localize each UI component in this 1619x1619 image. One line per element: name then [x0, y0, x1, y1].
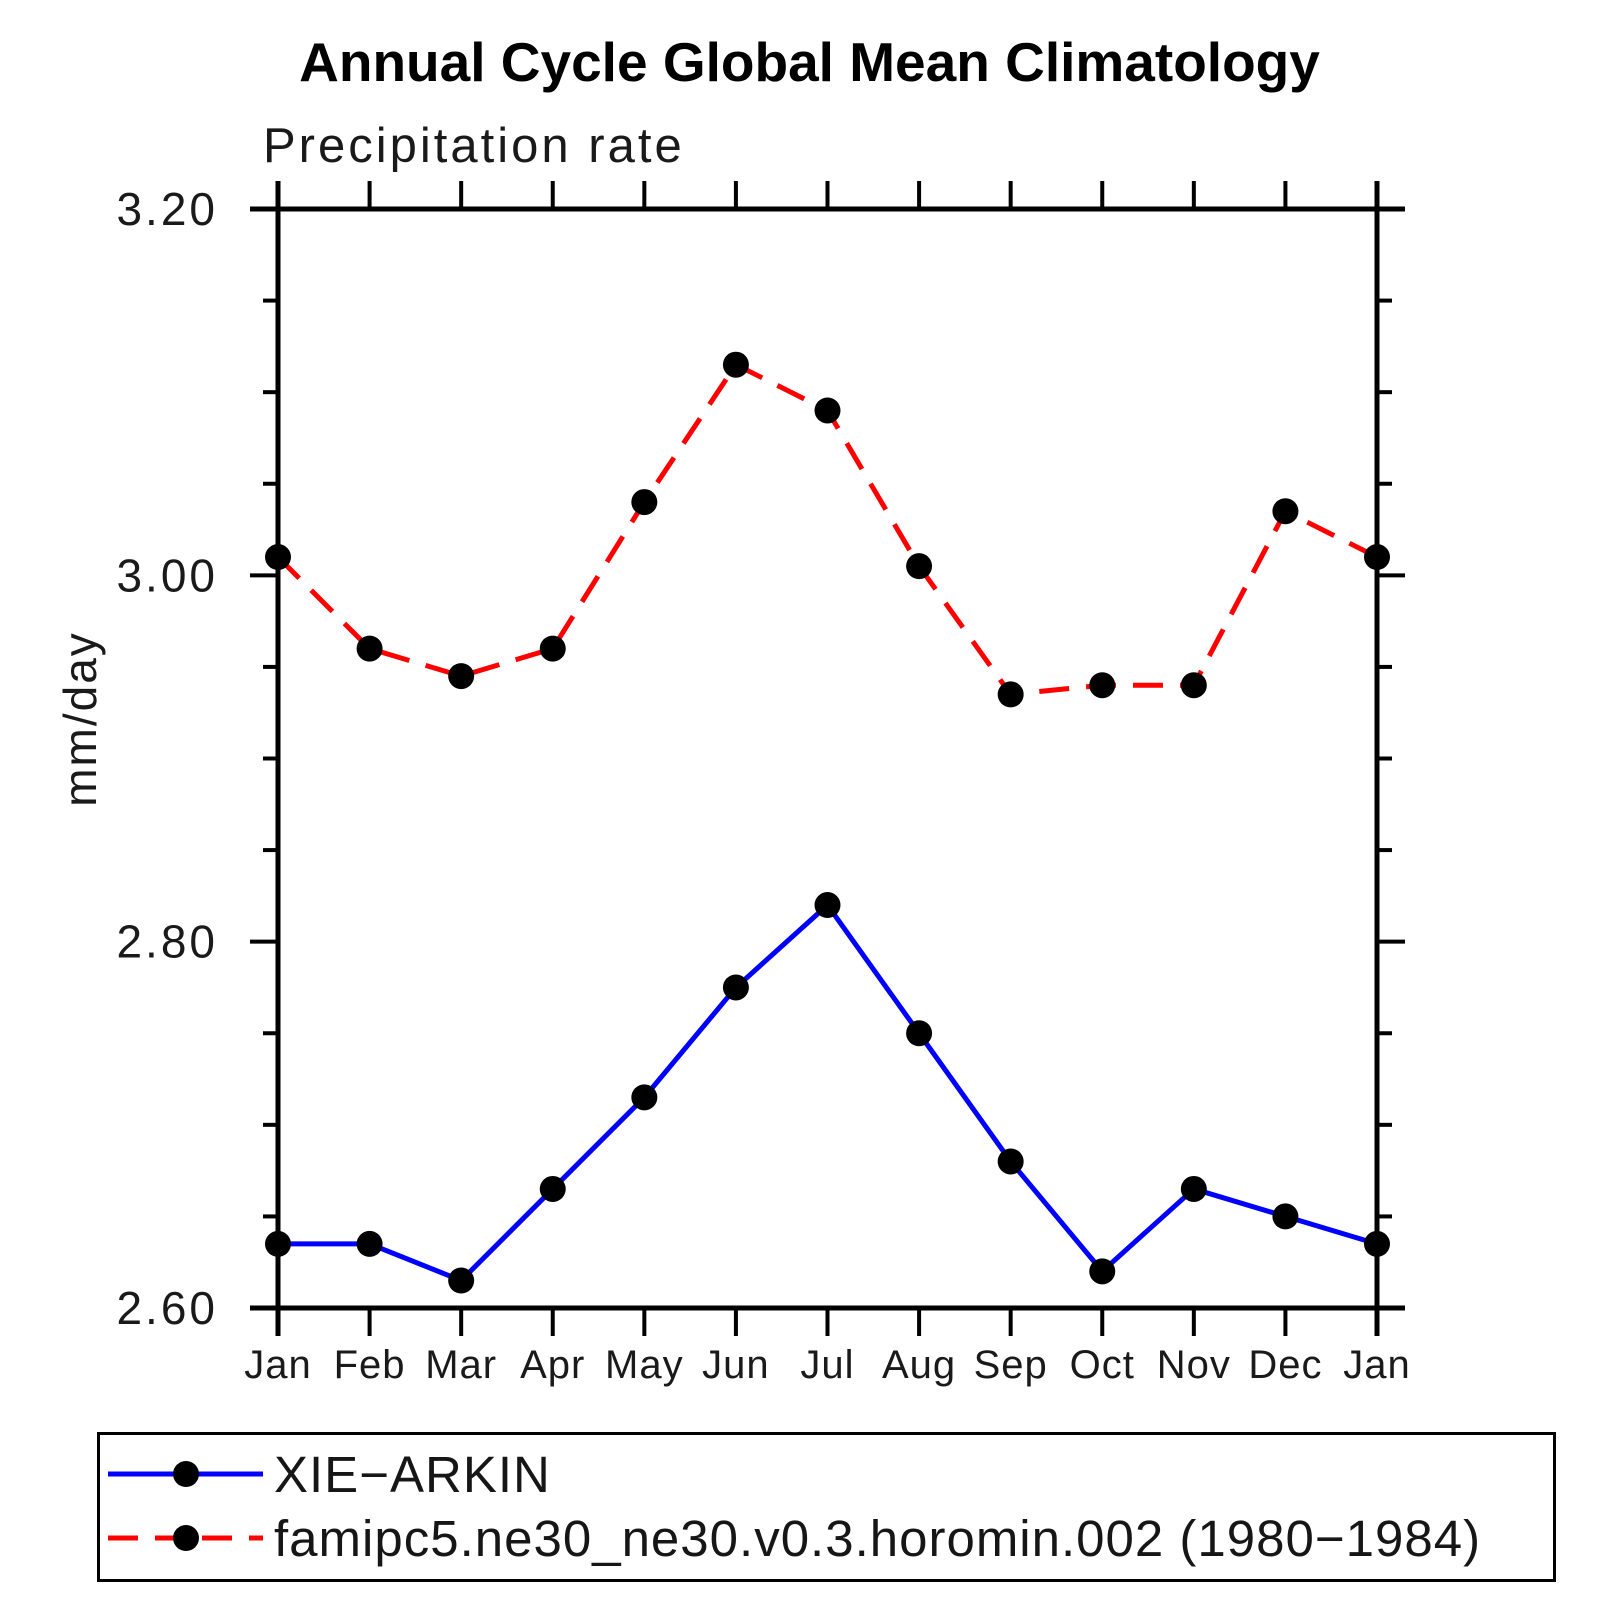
x-tick-label: Dec — [1248, 1343, 1322, 1387]
data-point-marker — [265, 1230, 291, 1257]
data-point-marker — [1180, 672, 1207, 699]
data-point-marker — [265, 544, 291, 571]
x-tick-label: Oct — [1070, 1343, 1135, 1387]
legend-item-xie-arkin: XIE−ARKIN — [102, 1443, 551, 1505]
legend-label: XIE−ARKIN — [274, 1445, 551, 1503]
x-tick-label: Nov — [1157, 1343, 1231, 1387]
x-tick-label: Jan — [244, 1343, 312, 1387]
data-point-marker — [356, 1230, 383, 1257]
data-point-marker — [631, 1084, 658, 1111]
data-point-marker — [1089, 672, 1116, 699]
data-point-marker — [722, 351, 749, 378]
data-point-marker — [906, 1020, 933, 1047]
legend-marker-dot — [173, 1525, 199, 1551]
x-tick-label: Aug — [882, 1343, 956, 1387]
legend-swatch-solid-line — [108, 1461, 263, 1487]
data-point-marker — [997, 681, 1024, 708]
x-tick-label: Jul — [800, 1343, 854, 1387]
series-line-xie-arkin — [278, 902, 1378, 1284]
x-tick-label: Jun — [702, 1343, 770, 1387]
data-point-marker — [448, 1267, 475, 1294]
data-point-marker — [539, 635, 566, 662]
data-point-marker — [1272, 498, 1299, 525]
chart-subtitle: Precipitation rate — [263, 119, 685, 173]
legend-marker-dot — [173, 1461, 199, 1487]
data-point-marker — [1180, 1175, 1207, 1202]
x-tick-label: Mar — [425, 1343, 497, 1387]
y-tick-label: 3.00 — [116, 549, 218, 601]
y-tick-label: 2.80 — [116, 916, 218, 968]
x-tick-label: Jan — [1343, 1343, 1411, 1387]
data-point-marker — [539, 1175, 566, 1202]
data-point-marker — [722, 974, 749, 1001]
data-point-marker — [814, 397, 841, 424]
y-tick-label: 2.60 — [116, 1282, 218, 1334]
data-point-marker — [1364, 1230, 1390, 1257]
legend-item-famipc5: famipc5.ne30_ne30.v0.3.horomin.002 (1980… — [102, 1507, 1481, 1569]
y-tick-label: 3.20 — [116, 183, 218, 235]
legend-swatch-dashed-line — [108, 1525, 263, 1551]
data-point-marker — [814, 892, 841, 919]
legend: XIE−ARKIN famipc5.ne30_ne30.v0.3.horomin… — [97, 1432, 1556, 1582]
x-tick-label: Feb — [334, 1343, 406, 1387]
data-point-marker — [906, 553, 933, 580]
data-point-marker — [448, 663, 475, 690]
data-point-marker — [1272, 1203, 1299, 1230]
data-point-marker — [631, 489, 658, 516]
data-point-marker — [1089, 1258, 1116, 1285]
chart-title: Annual Cycle Global Mean Climatology — [299, 31, 1320, 93]
data-point-marker — [1364, 544, 1390, 571]
x-tick-label: May — [605, 1343, 684, 1387]
data-point-marker — [997, 1148, 1024, 1175]
x-tick-label: Sep — [974, 1343, 1048, 1387]
x-tick-label: Apr — [520, 1343, 585, 1387]
legend-label: famipc5.ne30_ne30.v0.3.horomin.002 (1980… — [274, 1509, 1482, 1567]
data-point-marker — [356, 635, 383, 662]
